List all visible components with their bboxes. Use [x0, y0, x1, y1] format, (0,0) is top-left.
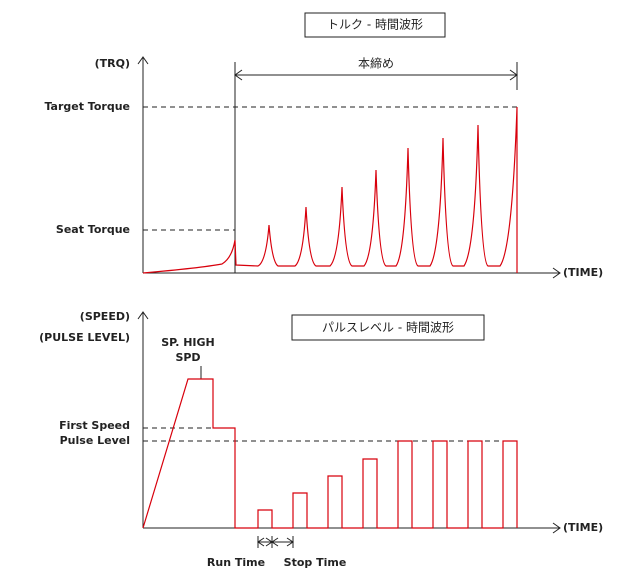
target-label: Target Torque [44, 100, 130, 113]
top-axes [137, 56, 561, 279]
title-box [304, 12, 446, 38]
speed-curve [142, 378, 518, 529]
high-label: SP. HIGH [161, 336, 215, 349]
seat-label: Seat Torque [56, 223, 130, 236]
pulse-level-label: Pulse Level [60, 434, 130, 447]
stop-time-label: Stop Time [284, 556, 347, 569]
bottom-title: パルスレベル - 時間波形 [322, 321, 454, 335]
bottom-y-label: (SPEED) [80, 310, 130, 323]
torque-curve [142, 106, 518, 274]
top-y-label: (TRQ) [95, 57, 130, 70]
high-label: SPD [175, 351, 200, 364]
span-arrow [234, 69, 518, 81]
top-title: トルク - 時間波形 [327, 18, 423, 32]
first-speed-label: First Speed [59, 419, 130, 432]
span-label: 本締め [358, 56, 394, 71]
title-box [291, 314, 485, 341]
bottom-x-label: (TIME) [563, 521, 603, 534]
run-time-label: Run Time [207, 556, 265, 569]
bottom-y-label: (PULSE LEVEL) [39, 331, 130, 344]
bottom-axes [137, 311, 561, 534]
time-markers [257, 536, 294, 548]
top-x-label: (TIME) [563, 266, 603, 279]
